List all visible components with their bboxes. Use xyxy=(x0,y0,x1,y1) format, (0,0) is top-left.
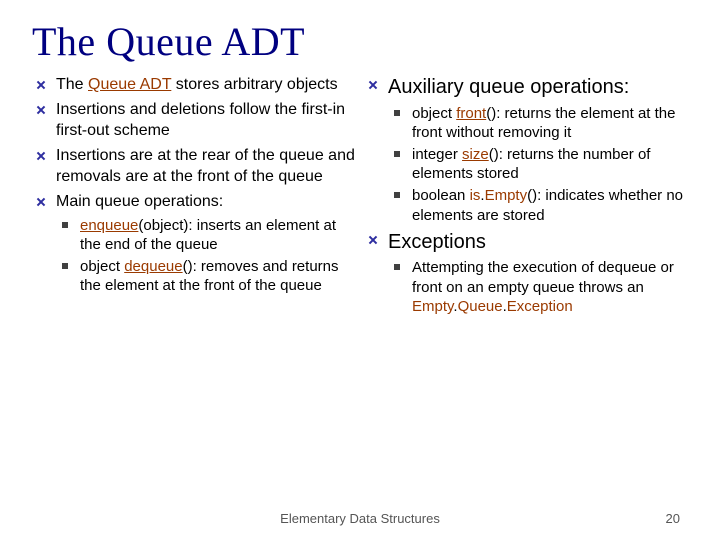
slide: The Queue ADT The Queue ADT stores arbit… xyxy=(0,0,720,540)
left-sub-1: enqueue(object): inserts an element at t… xyxy=(56,216,356,254)
left-item-3: Insertions are at the rear of the queue … xyxy=(32,146,356,187)
footer-text: Elementary Data Structures xyxy=(0,511,720,526)
keyword: enqueue xyxy=(80,217,138,234)
keyword: Queue xyxy=(458,298,503,315)
right-heading-exceptions: Exceptions Attempting the execution of d… xyxy=(364,230,688,316)
content-columns: The Queue ADT stores arbitrary objects I… xyxy=(32,75,688,321)
keyword: Queue ADT xyxy=(88,76,171,93)
text: The xyxy=(56,76,88,93)
page-number: 20 xyxy=(666,511,680,526)
keyword: Empty xyxy=(485,187,528,204)
text: integer xyxy=(412,146,462,163)
left-list: The Queue ADT stores arbitrary objects I… xyxy=(32,75,356,296)
keyword: dequeue xyxy=(124,258,182,275)
text: Attempting the execution of dequeue or f… xyxy=(412,259,674,295)
slide-title: The Queue ADT xyxy=(32,18,688,65)
aux-sub-2: integer size(): returns the number of el… xyxy=(388,145,688,183)
aux-sub-3: boolean is.Empty(): indicates whether no… xyxy=(388,186,688,224)
keyword: front xyxy=(456,105,486,122)
left-item-1: The Queue ADT stores arbitrary objects xyxy=(32,75,356,95)
aux-sub-1: object front(): returns the element at t… xyxy=(388,104,688,142)
exc-sub-1: Attempting the execution of dequeue or f… xyxy=(388,258,688,316)
right-heading-aux: Auxiliary queue operations: object front… xyxy=(364,75,688,225)
text: stores arbitrary objects xyxy=(171,76,337,93)
text: Main queue operations: xyxy=(56,193,223,210)
left-item-4: Main queue operations: enqueue(object): … xyxy=(32,192,356,295)
aux-sublist: object front(): returns the element at t… xyxy=(388,104,688,225)
keyword: Empty xyxy=(412,298,453,315)
right-column: Auxiliary queue operations: object front… xyxy=(364,75,688,321)
left-sub-2: object dequeue(): removes and returns th… xyxy=(56,257,356,295)
left-item-2: Insertions and deletions follow the firs… xyxy=(32,100,356,141)
right-list: Auxiliary queue operations: object front… xyxy=(364,75,688,316)
text: object xyxy=(412,105,456,122)
keyword: size xyxy=(462,146,489,163)
text: boolean xyxy=(412,187,470,204)
keyword: Exception xyxy=(507,298,573,315)
text: Exceptions xyxy=(388,231,486,253)
left-column: The Queue ADT stores arbitrary objects I… xyxy=(32,75,356,321)
text: Auxiliary queue operations: xyxy=(388,76,629,98)
left-sublist: enqueue(object): inserts an element at t… xyxy=(56,216,356,296)
keyword: is xyxy=(470,187,481,204)
text: object xyxy=(80,258,124,275)
exc-sublist: Attempting the execution of dequeue or f… xyxy=(388,258,688,316)
